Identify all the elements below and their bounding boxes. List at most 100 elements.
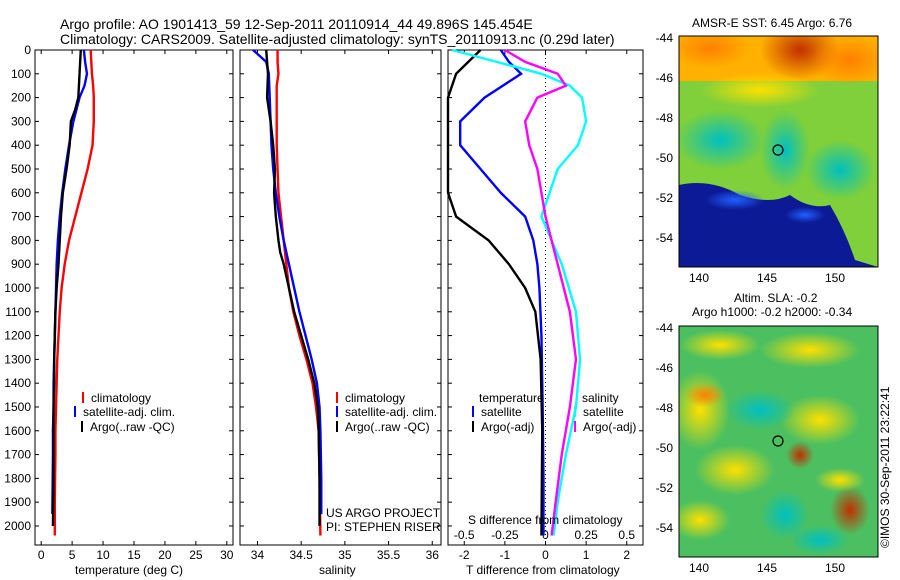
y-tick-label: 1200 <box>4 329 31 343</box>
x-tick-label: -1 <box>500 548 511 562</box>
panel-frame <box>34 49 234 546</box>
y-tick-label: 300 <box>11 114 31 128</box>
map-y-tick-label: -46 <box>656 71 674 85</box>
temperature-panel: 0 5 10 15 20 25 300100200300400500600700800900… <box>4 43 234 562</box>
map-y-tick-label: -54 <box>656 521 674 535</box>
top-x-tick-label: 0 <box>542 528 549 542</box>
map-y-tick-label: -52 <box>656 481 674 495</box>
x-tick-label: 35.5 <box>377 548 401 562</box>
y-tick-label: 1000 <box>4 281 31 295</box>
legend-label-climatology: climatology <box>345 391 406 405</box>
top-x-tick-label: -0.5 <box>454 528 475 542</box>
climatology-title: Climatology: CARS2009. Satellite-adjuste… <box>60 31 615 47</box>
y-tick-label: 1500 <box>4 400 31 414</box>
map-y-tick-label: -50 <box>656 151 674 165</box>
y-tick-label: 0 <box>24 43 31 57</box>
y-tick-label: 1300 <box>4 352 31 366</box>
series-line <box>252 49 323 515</box>
x-tick-label: 15 <box>127 548 141 562</box>
argo-float-marker-sla <box>772 435 784 447</box>
panel-frame <box>239 49 442 546</box>
legend-swatch-s-satellite <box>574 406 576 417</box>
y-tick-label: 1700 <box>4 448 31 462</box>
x-tick-label: 30 <box>220 548 234 562</box>
top-x-tick-label: 0.25 <box>574 528 598 542</box>
series-line <box>265 49 321 526</box>
series-line <box>504 48 578 536</box>
y-tick-label: 900 <box>11 257 31 271</box>
map-x-tick-label: 140 <box>689 271 709 285</box>
y-tick-label: 1800 <box>4 471 31 485</box>
x-tick-label: 20 <box>158 548 172 562</box>
legend-swatch-climatology <box>82 392 84 403</box>
y-tick-label: 1400 <box>4 376 31 390</box>
imos-timestamp: ©IMOS 30-Sep-2011 23:22:41 <box>878 386 892 548</box>
x-tick-label: 34 <box>251 548 265 562</box>
legend-label-satellite: satellite-adj. clim. <box>83 405 176 419</box>
sla-map-frame <box>678 325 879 558</box>
x-tick-label: 0 <box>38 548 45 562</box>
series-line <box>53 49 95 536</box>
y-tick-label: 1900 <box>4 495 31 509</box>
legend-label-climatology: climatology <box>91 391 152 405</box>
series-line <box>51 49 82 526</box>
s-difference-label: S difference from climatology <box>468 513 623 527</box>
map-y-tick-label: -44 <box>656 321 674 335</box>
x-tick-label: 34.5 <box>289 548 313 562</box>
sla-map-title: Altim. SLA: -0.2 <box>734 291 818 305</box>
series-line <box>446 49 544 536</box>
y-tick-label: 800 <box>11 233 31 247</box>
map-y-tick-label: -48 <box>656 401 674 415</box>
map-y-tick-label: -54 <box>656 231 674 245</box>
y-tick-label: 2000 <box>4 519 31 533</box>
map-x-tick-label: 150 <box>825 561 845 575</box>
legend-title-salinity: salinity <box>582 391 619 405</box>
legend-swatch-satellite <box>74 406 76 417</box>
difference-xlabel: T difference from climatology <box>466 563 620 577</box>
difference-panel: -2 -1 0 1 2 -0.5 -0.25 0 0.25 0.5 <box>446 48 644 562</box>
x-tick-label: 10 <box>96 548 110 562</box>
legend-label-argo: Argo(..raw -QC) <box>90 420 175 434</box>
top-x-tick-label: 0.5 <box>618 528 635 542</box>
argo-float-marker-sst <box>772 144 784 156</box>
legend-title-temperature: temperature <box>479 391 544 405</box>
y-tick-label: 1100 <box>5 305 31 319</box>
map-y-tick-label: -44 <box>656 31 674 45</box>
maps-area: -44 -46 -48 -50 -52 -54 140 145 150 -44 -46 -48 -50 -… <box>656 31 879 575</box>
x-tick-label: 5 <box>69 548 76 562</box>
map-y-tick-label: -50 <box>656 441 674 455</box>
y-tick-label: 400 <box>11 138 31 152</box>
y-tick-label: 1600 <box>4 424 31 438</box>
x-tick-label: 1 <box>583 548 590 562</box>
series-line <box>451 48 588 536</box>
y-tick-label: 100 <box>11 67 31 81</box>
x-tick-label: 35 <box>338 548 352 562</box>
y-tick-label: 600 <box>11 186 31 200</box>
credit-pi: PI: STEPHEN RISER <box>326 520 441 534</box>
legend-swatch-argo <box>336 421 338 432</box>
legend-label-s-satellite: satellite <box>583 405 624 419</box>
sla-map-subtitle: Argo h1000: -0.2 h2000: -0.34 <box>692 305 853 319</box>
x-tick-label: 25 <box>189 548 203 562</box>
legend-swatch-t-satellite <box>472 406 474 417</box>
y-tick-label: 700 <box>11 210 31 224</box>
legend-label-s-argo: Argo(-adj) <box>583 420 637 434</box>
map-x-tick-label: 145 <box>757 271 777 285</box>
legend-swatch-t-argo <box>472 421 474 432</box>
sst-map <box>679 36 878 267</box>
sla-map <box>679 326 878 557</box>
x-tick-label: -2 <box>459 548 470 562</box>
profile-title: Argo profile: AO 1901413_59 12-Sep-2011 … <box>60 16 533 32</box>
legend-label-argo: Argo(..raw -QC) <box>345 420 430 434</box>
y-tick-label: 200 <box>11 91 31 105</box>
map-y-tick-label: -48 <box>656 111 674 125</box>
legend-label-t-argo: Argo(-adj) <box>481 420 535 434</box>
legend-label-satellite: satellite-adj. clim. <box>345 405 438 419</box>
x-tick-label: 0 <box>542 548 549 562</box>
map-x-tick-label: 145 <box>757 561 777 575</box>
legend-swatch-satellite <box>336 406 338 417</box>
credit-project: US ARGO PROJECT <box>326 506 441 520</box>
legend-label-t-satellite: satellite <box>481 405 522 419</box>
map-y-tick-label: -52 <box>656 191 674 205</box>
